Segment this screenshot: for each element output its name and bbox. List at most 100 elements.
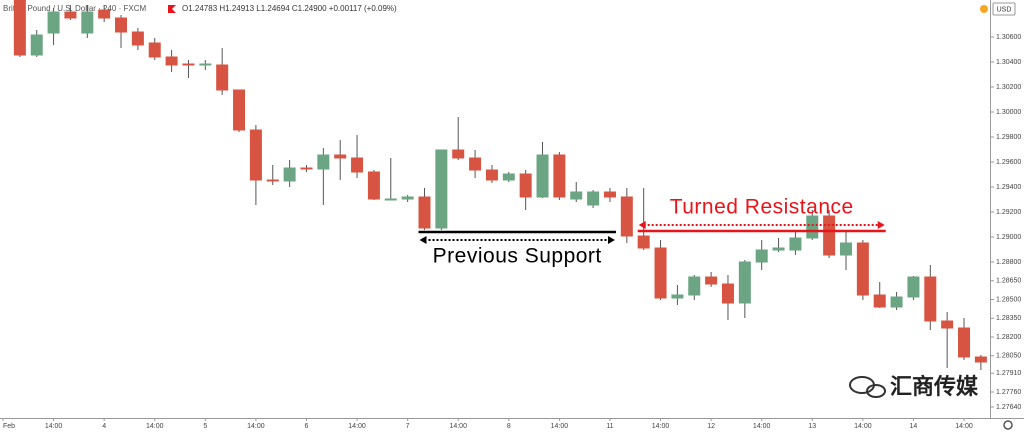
x-tick-label: 14:00 bbox=[247, 423, 265, 430]
x-tick-label: 14:00 bbox=[753, 423, 771, 430]
candle-body bbox=[165, 56, 178, 66]
candle-body bbox=[30, 34, 43, 56]
arrow-head bbox=[877, 221, 885, 229]
y-tick-label: 1.30000 bbox=[996, 109, 1021, 116]
candle-body bbox=[603, 191, 616, 198]
candle-body bbox=[856, 242, 869, 296]
candle-body bbox=[131, 31, 144, 46]
candle-body bbox=[772, 247, 785, 251]
candle-body bbox=[570, 191, 583, 200]
candle-body bbox=[536, 154, 549, 198]
alert-icon[interactable] bbox=[980, 5, 988, 13]
arrow-head bbox=[419, 236, 427, 244]
candle-body bbox=[233, 89, 246, 131]
y-tick-label: 1.30400 bbox=[996, 59, 1021, 66]
candle-body bbox=[401, 196, 414, 200]
y-tick-label: 1.29000 bbox=[996, 234, 1021, 241]
candle-body bbox=[840, 242, 852, 256]
candle-body bbox=[199, 63, 212, 66]
candle-body bbox=[755, 249, 768, 263]
candle-body bbox=[317, 154, 330, 170]
x-tick-label: 14:00 bbox=[348, 423, 366, 430]
candle-body bbox=[924, 276, 937, 322]
candle-body bbox=[64, 11, 77, 19]
y-tick-label: 1.28500 bbox=[996, 296, 1021, 303]
y-tick-label: 1.27640 bbox=[996, 404, 1021, 411]
candle-body bbox=[654, 247, 667, 299]
arrow-head bbox=[607, 236, 615, 244]
candle-body bbox=[789, 237, 802, 251]
x-tick-label: 7 bbox=[406, 423, 410, 430]
y-tick-label: 1.27760 bbox=[996, 389, 1021, 396]
candle-body bbox=[806, 215, 819, 239]
flag-icon bbox=[168, 5, 176, 13]
candle-body bbox=[266, 179, 279, 182]
candle-body bbox=[485, 169, 498, 181]
candle-body bbox=[334, 154, 347, 159]
candle-body bbox=[502, 173, 515, 181]
x-tick-label: 14:00 bbox=[146, 423, 164, 430]
candle-body bbox=[367, 171, 380, 200]
y-tick-label: 1.29400 bbox=[996, 184, 1021, 191]
y-tick-label: 1.30200 bbox=[996, 84, 1021, 91]
y-tick-label: 1.28350 bbox=[996, 315, 1021, 322]
candle-body bbox=[47, 11, 60, 34]
candle-body bbox=[637, 235, 650, 249]
y-tick-label: 1.28650 bbox=[996, 278, 1021, 285]
watermark: 汇商传媒 bbox=[849, 374, 979, 399]
chart-title: British Pound / U.S. Dollar · 240 · FXCM bbox=[3, 4, 146, 13]
candle-body bbox=[705, 276, 718, 285]
arrow-head bbox=[638, 221, 646, 229]
x-tick-label: 14:00 bbox=[45, 423, 63, 430]
candle-body bbox=[738, 261, 751, 304]
x-tick-label: 14:00 bbox=[854, 423, 872, 430]
candle-body bbox=[688, 276, 701, 296]
x-tick-label: 5 bbox=[203, 423, 207, 430]
y-tick-label: 1.27910 bbox=[996, 370, 1021, 377]
y-tick-label: 1.29600 bbox=[996, 159, 1021, 166]
settings-gear[interactable] bbox=[1003, 420, 1013, 430]
x-tick-label: 14:00 bbox=[955, 423, 973, 430]
y-tick-label: 1.29800 bbox=[996, 134, 1021, 141]
y-tick-label: 1.29200 bbox=[996, 209, 1021, 216]
candle-body bbox=[890, 296, 903, 308]
candle-body bbox=[721, 283, 734, 304]
x-tick-label: 14 bbox=[910, 423, 918, 430]
x-tick-label: 14:00 bbox=[551, 423, 569, 430]
x-tick-label: 11 bbox=[606, 423, 613, 430]
candle-body bbox=[13, 0, 26, 56]
candle-body bbox=[553, 154, 566, 198]
x-tick-label: 13 bbox=[808, 423, 816, 430]
candle-body bbox=[587, 191, 600, 206]
settings-icon[interactable] bbox=[1003, 420, 1013, 430]
candle-body bbox=[384, 198, 397, 201]
candle-body bbox=[873, 294, 886, 308]
watermark-logo bbox=[866, 384, 886, 398]
y-tick-label: 1.28800 bbox=[996, 259, 1021, 266]
y-tick-label: 1.28050 bbox=[996, 353, 1021, 360]
candle-body bbox=[620, 196, 633, 237]
candle-body bbox=[115, 17, 128, 33]
watermark-text: 汇商传媒 bbox=[890, 374, 979, 399]
candle-body bbox=[519, 173, 532, 198]
candle-body bbox=[435, 149, 448, 229]
candle-body bbox=[958, 327, 971, 358]
x-tick-label: 14:00 bbox=[449, 423, 467, 430]
y-tick-label: 1.30600 bbox=[996, 34, 1021, 41]
candle-body bbox=[974, 356, 987, 363]
candle-body bbox=[418, 196, 431, 229]
candle-body bbox=[182, 63, 195, 66]
annotation-label: Turned Resistance bbox=[670, 196, 854, 219]
x-tick-label: 12 bbox=[707, 423, 715, 430]
candle-body bbox=[300, 167, 313, 170]
candle-body bbox=[469, 157, 482, 171]
candle-body bbox=[452, 149, 465, 159]
candle-body bbox=[351, 157, 364, 173]
x-tick-label: Feb bbox=[3, 423, 15, 430]
currency-box[interactable] bbox=[992, 2, 1016, 16]
candle-body bbox=[81, 11, 94, 34]
candle-body bbox=[823, 215, 836, 256]
x-tick-label: 8 bbox=[507, 423, 511, 430]
